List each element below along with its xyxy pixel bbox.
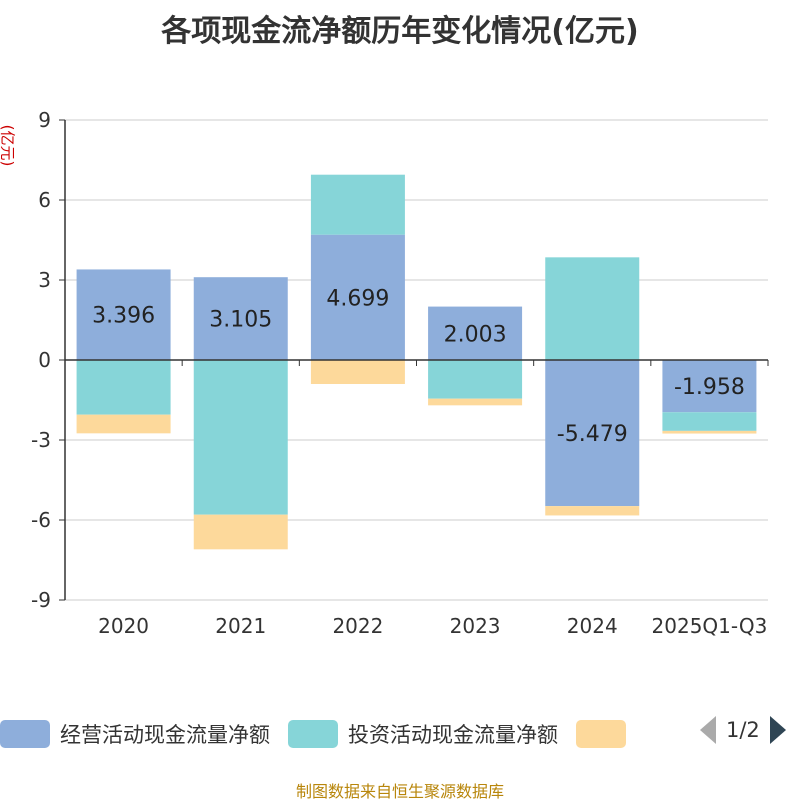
chart-title: 各项现金流净额历年变化情况(亿元): [161, 14, 639, 49]
legend-label-investing: 投资活动现金流量净额: [348, 723, 558, 747]
prev-page-icon[interactable]: [700, 716, 716, 744]
legend: 经营活动现金流量净额 投资活动现金流量净额: [0, 716, 800, 752]
next-page-icon[interactable]: [769, 716, 786, 744]
bar-financing-2024: [545, 506, 640, 516]
source-note: 制图数据来自恒生聚源数据库: [295, 782, 504, 801]
bar-investing-2021: [193, 360, 288, 515]
x-tick-label: 2023: [450, 614, 501, 638]
bar-operating-2024: [545, 360, 640, 507]
y-tick-label: -3: [31, 428, 51, 452]
x-tick-label: 2020: [98, 614, 149, 638]
legend-swatch-operating: [0, 720, 50, 748]
x-tick-label: 2025Q1-Q3: [652, 614, 768, 638]
legend-swatch-financing: [576, 720, 626, 748]
legend-item-investing[interactable]: 投资活动现金流量净额: [288, 719, 558, 749]
x-tick-label: 2022: [332, 614, 383, 638]
bar-investing-2023: [428, 360, 523, 399]
data-label: -5.479: [557, 422, 628, 447]
x-tick-label: 2021: [215, 614, 266, 638]
y-tick-label: 0: [38, 348, 51, 372]
y-tick-label: -9: [31, 588, 51, 612]
bar-investing-2024: [545, 257, 640, 360]
data-label: 3.396: [92, 304, 155, 329]
bar-investing-2025Q1-Q3: [662, 412, 757, 431]
bar-operating-2022: [310, 234, 405, 360]
legend-page-number: 1/2: [726, 718, 760, 742]
data-label: 2.003: [444, 322, 507, 347]
data-label: 3.105: [209, 308, 272, 333]
y-tick-label: 6: [38, 188, 51, 212]
bar-financing-2020: [76, 414, 171, 434]
data-label: 4.699: [326, 286, 389, 311]
bar-financing-2023: [428, 398, 523, 406]
y-tick-label: -6: [31, 508, 51, 532]
bar-operating-2021: [193, 277, 288, 360]
bar-operating-2020: [76, 269, 171, 360]
bar-chart: 9 6 3 0 -3 -6 -9 2020 2021 2022 2023 2024 2025Q1-Q3 3…: [31, 108, 769, 638]
bar-financing-2022: [310, 360, 405, 384]
legend-label-operating: 经营活动现金流量净额: [60, 723, 270, 747]
bar-operating-2023: [428, 306, 523, 360]
legend-pager: 1/2: [700, 716, 786, 744]
y-tick-label: 3: [38, 268, 51, 292]
bar-investing-2022: [310, 174, 405, 235]
data-label: -1.958: [674, 375, 745, 400]
legend-item-operating[interactable]: 经营活动现金流量净额: [0, 719, 270, 749]
bar-financing-2025Q1-Q3: [662, 430, 757, 434]
y-tick-label: 9: [38, 108, 51, 132]
x-tick-label: 2024: [567, 614, 618, 638]
bar-operating-2025Q1-Q3: [662, 360, 757, 413]
legend-swatch-investing: [288, 720, 338, 748]
legend-item-financing[interactable]: [576, 720, 636, 748]
bar-financing-2021: [193, 514, 288, 550]
bar-investing-2020: [76, 360, 171, 415]
